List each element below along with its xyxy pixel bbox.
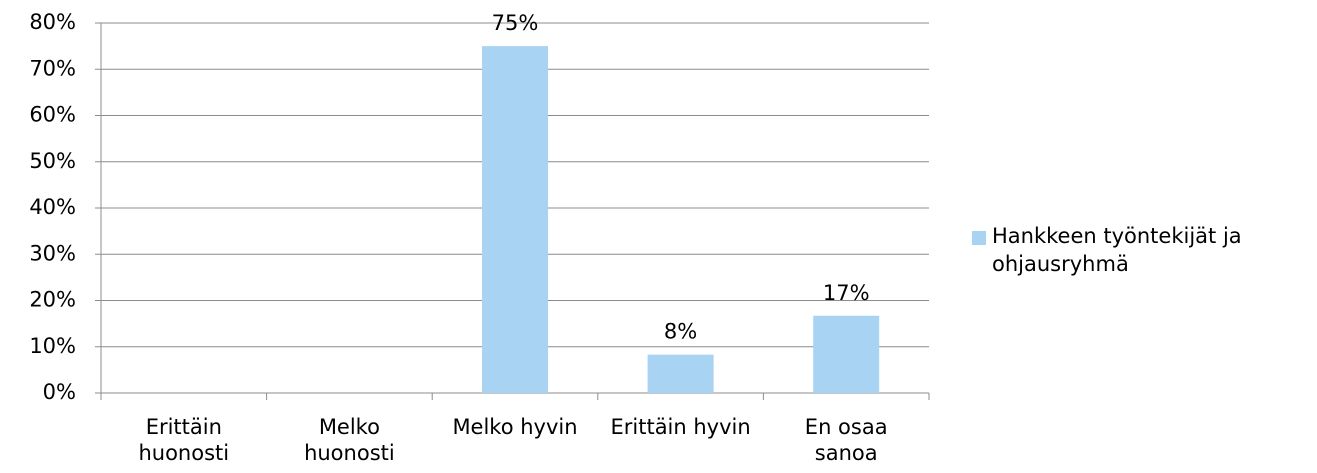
y-tick-label: 60% [29, 103, 76, 127]
bar [813, 315, 880, 393]
x-tick-label: En osaa sanoa [804, 415, 888, 465]
x-tick-label: Erittäin huonosti [138, 415, 230, 465]
value-label: 75% [492, 11, 539, 35]
y-tick-label: 40% [29, 195, 76, 219]
x-tick-label: Melko huonosti [304, 415, 395, 465]
x-tick-label: Melko hyvin [452, 415, 578, 439]
legend-swatch [972, 231, 986, 245]
bar [482, 46, 548, 393]
y-tick-label: 50% [29, 149, 76, 173]
y-tick-label: 0% [43, 380, 76, 404]
legend-label: Hankkeen työntekijät ja ohjausryhmä [992, 224, 1242, 276]
y-tick-label: 80% [29, 10, 76, 34]
y-tick-label: 30% [29, 241, 76, 265]
x-tick-label: Erittäin hyvin [610, 415, 751, 439]
bar [647, 354, 714, 393]
y-tick-label: 20% [29, 288, 76, 312]
y-tick-label: 70% [29, 56, 76, 80]
y-tick-label: 10% [29, 334, 76, 358]
value-label: 8% [664, 320, 697, 344]
value-label: 17% [823, 281, 870, 305]
